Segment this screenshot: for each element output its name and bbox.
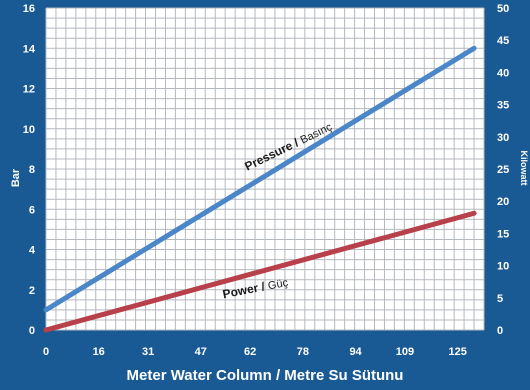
y-tick-label-right: 30 (497, 132, 509, 144)
y-tick-label-left: 12 (23, 84, 35, 96)
x-tick-label: 94 (349, 346, 362, 358)
series-group (43, 45, 477, 333)
series-line-power (43, 210, 477, 333)
y-tick-label-left: 4 (29, 245, 36, 257)
y-tick-label-left: 16 (23, 3, 35, 15)
x-tick-label: 31 (142, 346, 154, 358)
y-tick-label-left: 10 (23, 124, 35, 136)
x-tick-label: 125 (448, 346, 466, 358)
y-tick-label-left: 14 (23, 43, 36, 55)
y-tick-label-left: 2 (29, 285, 35, 297)
y-tick-label-right: 15 (497, 228, 509, 240)
x-axis-title: Meter Water Column / Metre Su Sütunu (127, 367, 404, 384)
x-tick-label: 16 (93, 346, 105, 358)
series-line-pressure (43, 45, 477, 313)
y-tick-label-left: 8 (29, 164, 35, 176)
svg-text:Power / Güç: Power / Güç (221, 275, 289, 301)
x-tick-label: 78 (297, 346, 309, 358)
y-tick-label-left: 6 (29, 204, 35, 216)
y-axis-title-right: Kilowatt (519, 151, 529, 186)
y-tick-label-right: 20 (497, 196, 509, 208)
y-tick-label-right: 10 (497, 261, 509, 273)
x-tick-label: 62 (244, 346, 256, 358)
y-tick-label-right: 50 (497, 3, 509, 15)
y-tick-label-right: 45 (497, 35, 509, 47)
y-axis-title-left: Bar (10, 168, 22, 187)
x-tick-label: 0 (43, 346, 49, 358)
series-label-power-sep: / (257, 279, 270, 295)
series-label-power-bold: Power (221, 281, 259, 302)
y-tick-label-left: 0 (29, 325, 35, 337)
y-tick-label-right: 35 (497, 100, 509, 112)
y-tick-label-right: 5 (497, 293, 503, 305)
series-label-power: Power / Güç (221, 275, 289, 302)
y-tick-label-right: 25 (497, 164, 509, 176)
x-tick-label: 47 (195, 346, 207, 358)
y-tick-label-right: 0 (497, 325, 503, 337)
series-label-power-light: Güç (267, 277, 290, 293)
y-tick-label-right: 40 (497, 67, 509, 79)
tick-labels: 0 2 4 6 8 10 12 14 16 0 5 10 15 20 25 30 35 40 45 50 0 16 31 47… (23, 3, 510, 358)
x-tick-label: 109 (396, 346, 414, 358)
